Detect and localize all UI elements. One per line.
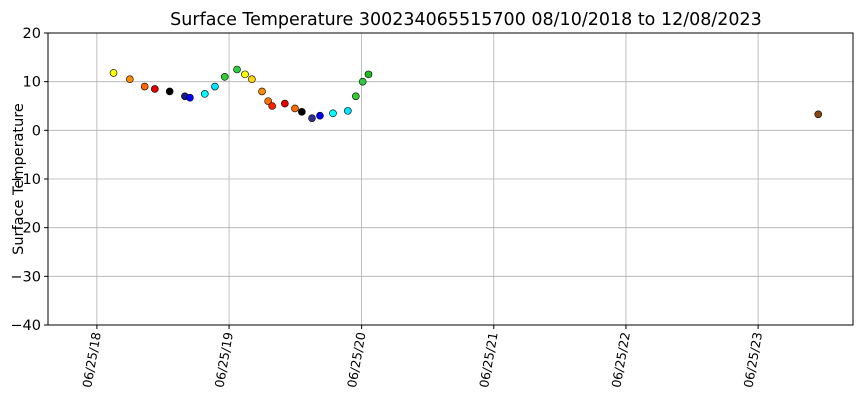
- data-point: [814, 110, 823, 119]
- data-point: [241, 70, 249, 79]
- data-point: [220, 73, 229, 81]
- x-tick-label: 06/25/22: [608, 331, 633, 389]
- data-point: [316, 111, 324, 120]
- data-point: [329, 109, 337, 118]
- data-point: [344, 107, 352, 115]
- data-point: [248, 75, 256, 84]
- data-point: [298, 108, 306, 116]
- data-point: [308, 114, 316, 122]
- data-point: [200, 90, 209, 98]
- x-tick-label: 06/25/23: [741, 331, 766, 389]
- y-tick-label: 10: [23, 75, 41, 91]
- data-point: [291, 104, 299, 113]
- data-point: [140, 82, 149, 91]
- data-point: [151, 85, 159, 93]
- data-point: [165, 87, 174, 96]
- y-tick-label: −40: [10, 318, 41, 334]
- y-axis-label: Surface Temperature: [11, 103, 27, 255]
- data-point: [281, 99, 289, 108]
- data-point: [211, 82, 219, 91]
- y-tick-label: 0: [32, 123, 41, 139]
- data-point: [358, 77, 367, 86]
- data-point: [109, 69, 118, 77]
- data-point: [268, 102, 276, 110]
- plot-frame: [47, 32, 854, 326]
- data-point: [186, 93, 194, 102]
- x-tick-label: 06/25/20: [344, 331, 369, 389]
- data-point: [258, 87, 266, 96]
- data-point: [352, 92, 360, 101]
- x-tick-label: 06/25/19: [211, 331, 236, 389]
- data-point: [264, 97, 272, 105]
- data-point: [126, 75, 134, 84]
- y-tick-label: 20: [23, 26, 41, 42]
- data-point: [364, 70, 373, 79]
- x-tick-label: 06/25/21: [476, 331, 501, 389]
- x-tick-label: 06/25/18: [79, 331, 104, 389]
- y-tick-label: −30: [10, 269, 41, 285]
- y-tick-label: −20: [10, 221, 41, 237]
- chart-title: Surface Temperature 300234065515700 08/1…: [170, 10, 762, 30]
- y-tick-label: −10: [10, 172, 41, 188]
- data-point: [233, 65, 241, 74]
